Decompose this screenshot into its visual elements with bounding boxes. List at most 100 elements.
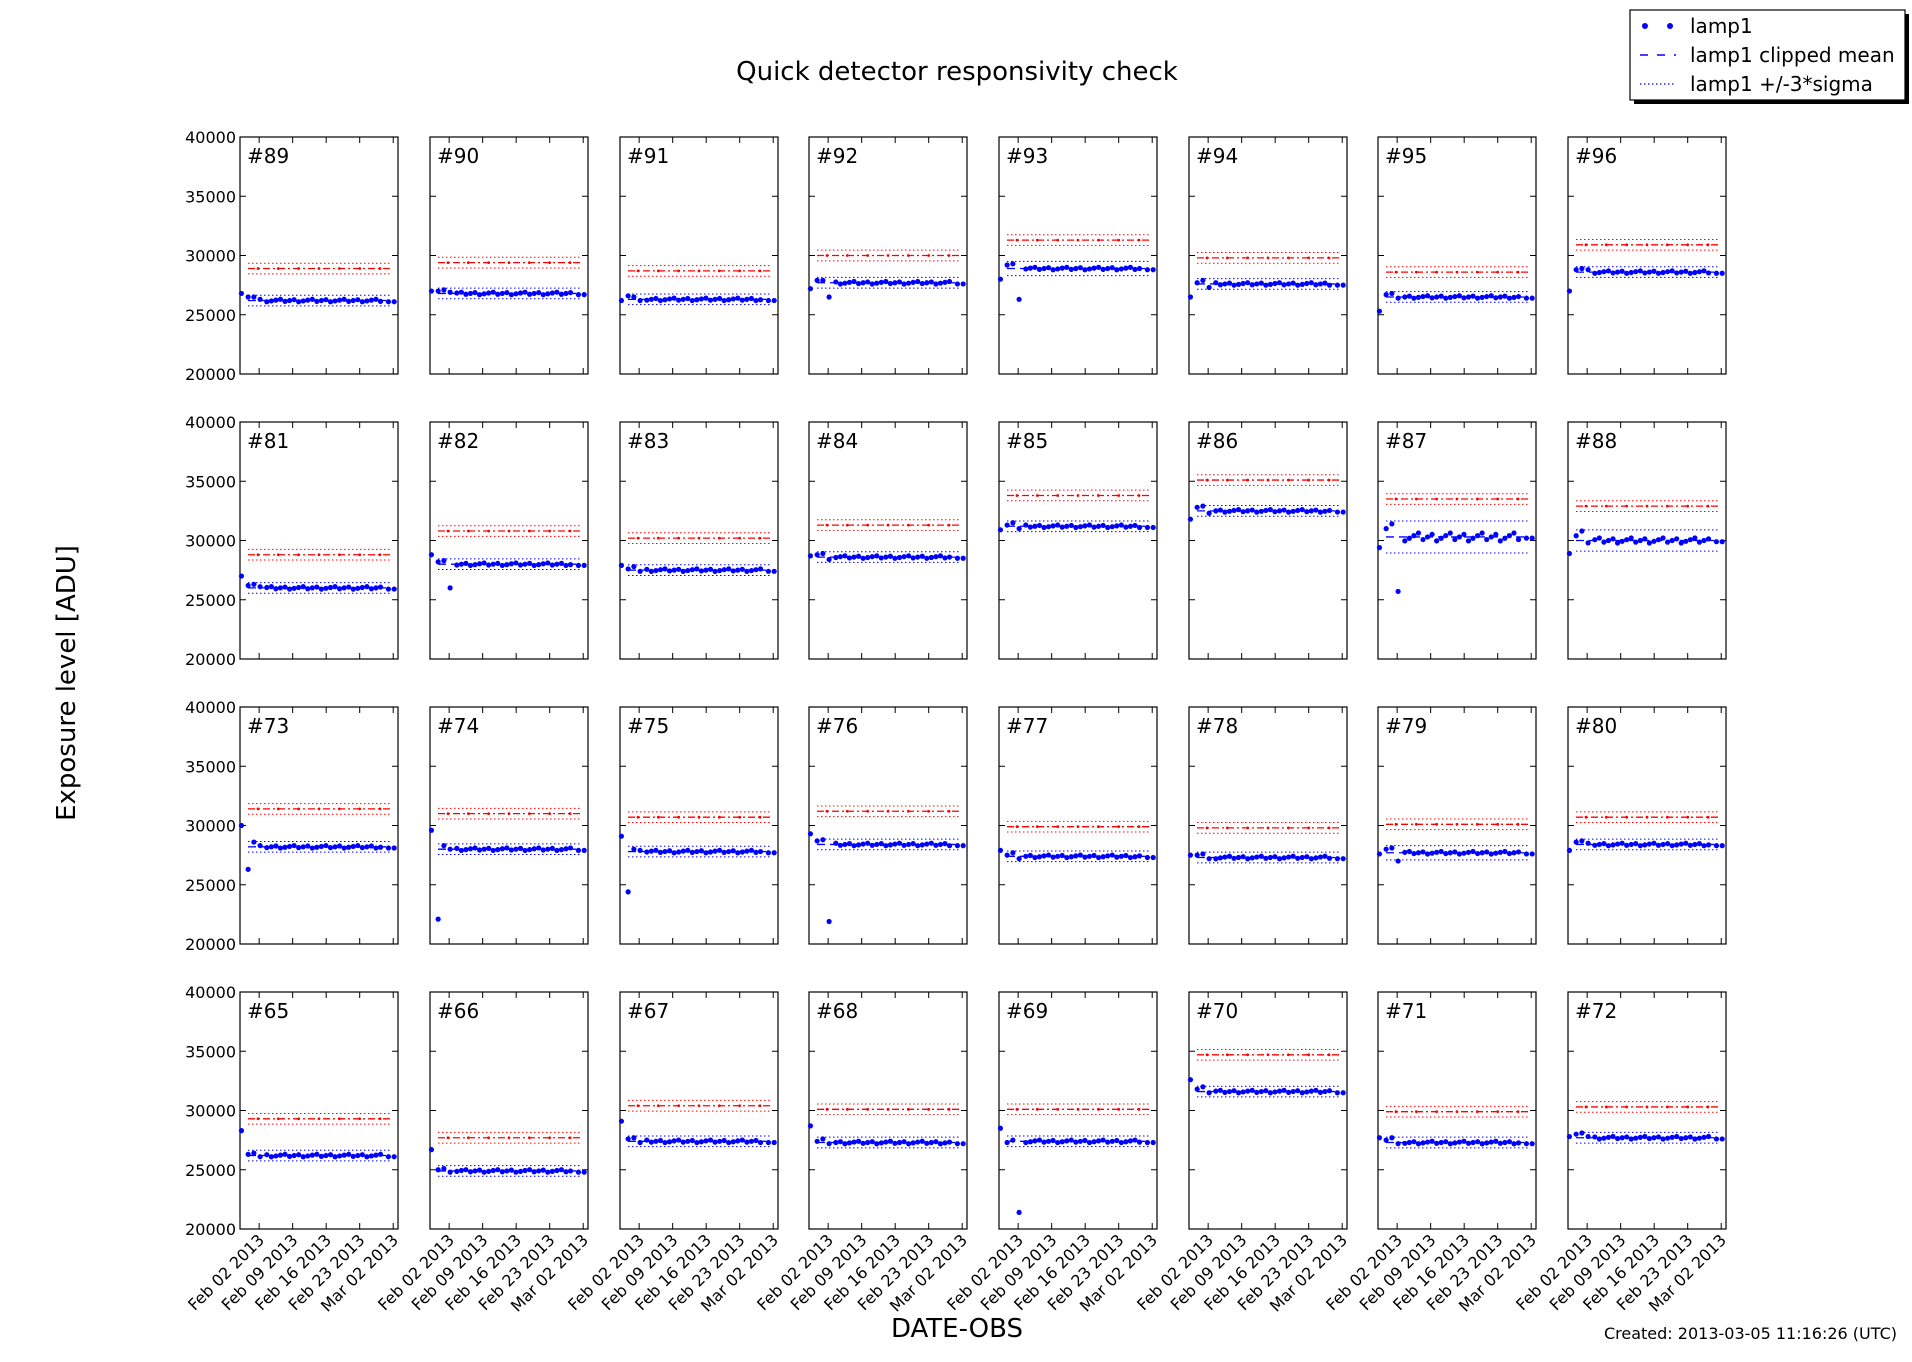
data-point — [685, 847, 691, 853]
data-point — [526, 291, 533, 297]
data-point — [1452, 293, 1458, 300]
data-point — [341, 845, 347, 851]
legend: lamp1 lamp1 clipped mean lamp1 +/-3*sigma — [1629, 9, 1909, 104]
data-point — [1683, 840, 1689, 846]
data-point — [1267, 854, 1273, 861]
data-point — [355, 842, 361, 849]
data-point — [1326, 1088, 1333, 1094]
reference-marker — [1625, 815, 1629, 819]
data-point — [1322, 853, 1328, 859]
data-point — [1118, 522, 1124, 528]
data-point — [323, 297, 329, 303]
data-point — [1438, 535, 1444, 541]
data-point — [323, 842, 329, 849]
data-point — [1267, 507, 1273, 513]
data-point — [1285, 1089, 1292, 1095]
data-point — [499, 846, 505, 852]
data-point — [739, 849, 745, 855]
data-point — [1304, 280, 1310, 287]
data-point — [1614, 540, 1621, 546]
data-point — [277, 296, 284, 302]
data-point — [1114, 523, 1120, 529]
data-point — [707, 566, 714, 572]
y-tick-label: 25000 — [185, 1161, 236, 1180]
reference-marker — [1286, 256, 1290, 260]
data-point — [350, 586, 356, 592]
data-point — [481, 1169, 487, 1175]
data-point — [1456, 534, 1462, 540]
reference-marker — [317, 807, 321, 811]
reference-marker — [886, 1107, 890, 1111]
reference-marker — [738, 269, 742, 273]
panel-label: #66 — [437, 999, 479, 1023]
data-point — [662, 566, 668, 572]
data-point — [883, 843, 889, 849]
data-point — [1619, 268, 1625, 274]
data-point — [644, 849, 650, 855]
data-point — [892, 841, 898, 847]
data-point — [486, 845, 492, 851]
data-point — [467, 846, 474, 852]
data-point — [296, 1152, 302, 1158]
data-point — [364, 844, 370, 850]
data-point — [472, 562, 478, 568]
data-point — [1263, 507, 1269, 514]
reference-marker — [866, 1107, 870, 1111]
data-point — [1144, 854, 1151, 861]
data-point — [865, 554, 871, 561]
data-point — [1674, 1133, 1680, 1140]
data-point — [637, 568, 643, 574]
data-point — [447, 585, 453, 591]
reference-marker — [656, 536, 660, 540]
data-point — [1222, 1089, 1228, 1095]
reference-marker — [656, 815, 660, 819]
data-point — [1484, 1140, 1490, 1146]
data-point — [575, 1169, 582, 1175]
data-point — [350, 297, 356, 304]
data-point — [901, 1139, 907, 1145]
legend-label: lamp1 clipped mean — [1690, 43, 1895, 67]
data-point — [1566, 847, 1573, 853]
data-point — [1424, 851, 1431, 857]
data-point — [1506, 533, 1513, 539]
data-point — [385, 586, 392, 592]
reference-marker — [1137, 494, 1141, 497]
data-point — [1605, 268, 1612, 274]
reference-marker — [697, 1104, 701, 1108]
data-point — [1064, 523, 1070, 529]
data-point — [454, 290, 460, 296]
data-point — [1118, 1139, 1124, 1146]
data-point — [765, 850, 772, 856]
data-point — [1705, 1133, 1712, 1140]
data-point — [377, 844, 384, 850]
chart-title: Quick detector responsivity check — [736, 57, 1178, 87]
reference-marker — [1686, 243, 1690, 247]
data-point — [631, 846, 637, 852]
data-point — [942, 1140, 948, 1146]
data-point — [1683, 538, 1689, 544]
data-point — [942, 555, 948, 561]
data-point — [554, 847, 560, 854]
data-point — [1226, 1088, 1233, 1095]
data-point — [631, 294, 637, 300]
data-point — [1114, 1137, 1120, 1144]
reference-marker — [1686, 504, 1690, 508]
data-point — [1322, 508, 1328, 514]
data-point — [268, 844, 274, 850]
data-point — [1669, 843, 1675, 849]
reference-marker — [1665, 815, 1669, 819]
data-point — [1249, 282, 1255, 288]
data-point — [486, 290, 492, 296]
data-point — [657, 297, 664, 304]
data-point — [1447, 530, 1453, 536]
data-point — [1326, 855, 1333, 861]
data-point — [549, 1168, 555, 1174]
data-point — [625, 1136, 631, 1142]
reference-marker — [1706, 243, 1710, 247]
data-point — [1619, 538, 1625, 544]
data-point — [1041, 853, 1047, 859]
panel-frame — [1567, 706, 1727, 945]
data-point — [368, 1153, 375, 1159]
data-point — [1664, 539, 1671, 545]
data-point — [1016, 856, 1022, 862]
